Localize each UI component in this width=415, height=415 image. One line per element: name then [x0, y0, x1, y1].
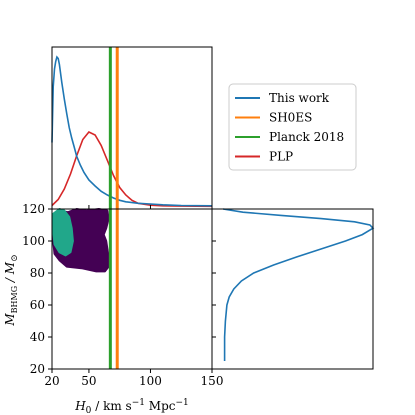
y-tick-label: 120 [22, 202, 45, 216]
plp-prior-curve [51, 131, 213, 208]
legend-label-plp: PLP [269, 150, 293, 164]
legend-label-this-work: This work [269, 91, 330, 105]
y-tick-label: 100 [22, 234, 45, 248]
x-tick-label: 150 [201, 374, 224, 388]
y-tick-label: 80 [30, 266, 45, 280]
x-tick-label: 50 [81, 374, 96, 388]
this-work-mass-curve [222, 208, 375, 361]
mass-marginal-panel [211, 208, 375, 370]
x-tick-label: 20 [44, 374, 59, 388]
x-axis-label: H0 / km s−1 Mpc−1 [74, 398, 189, 415]
h0-marginal-frame [51, 46, 213, 210]
x-tick-label: 100 [139, 374, 162, 388]
joint-posterior-panel: 20 50 100 150 20 40 60 80 100 120 [22, 202, 223, 388]
this-work-h0-curve [51, 55, 213, 207]
legend: This work SH0ES Planck 2018 PLP [228, 83, 357, 171]
mass-marginal-frame [211, 208, 374, 370]
legend-label-sh0es: SH0ES [269, 111, 312, 125]
h0-marginal-panel [51, 46, 213, 210]
y-tick-label: 40 [30, 330, 45, 344]
legend-label-planck: Planck 2018 [269, 130, 344, 144]
y-tick-label: 60 [30, 298, 45, 312]
legend-box [228, 83, 357, 171]
inner-contour [52, 208, 74, 257]
y-tick-label: 20 [30, 362, 45, 376]
y-axis-label: MBHMG / M⊙ [3, 254, 20, 326]
